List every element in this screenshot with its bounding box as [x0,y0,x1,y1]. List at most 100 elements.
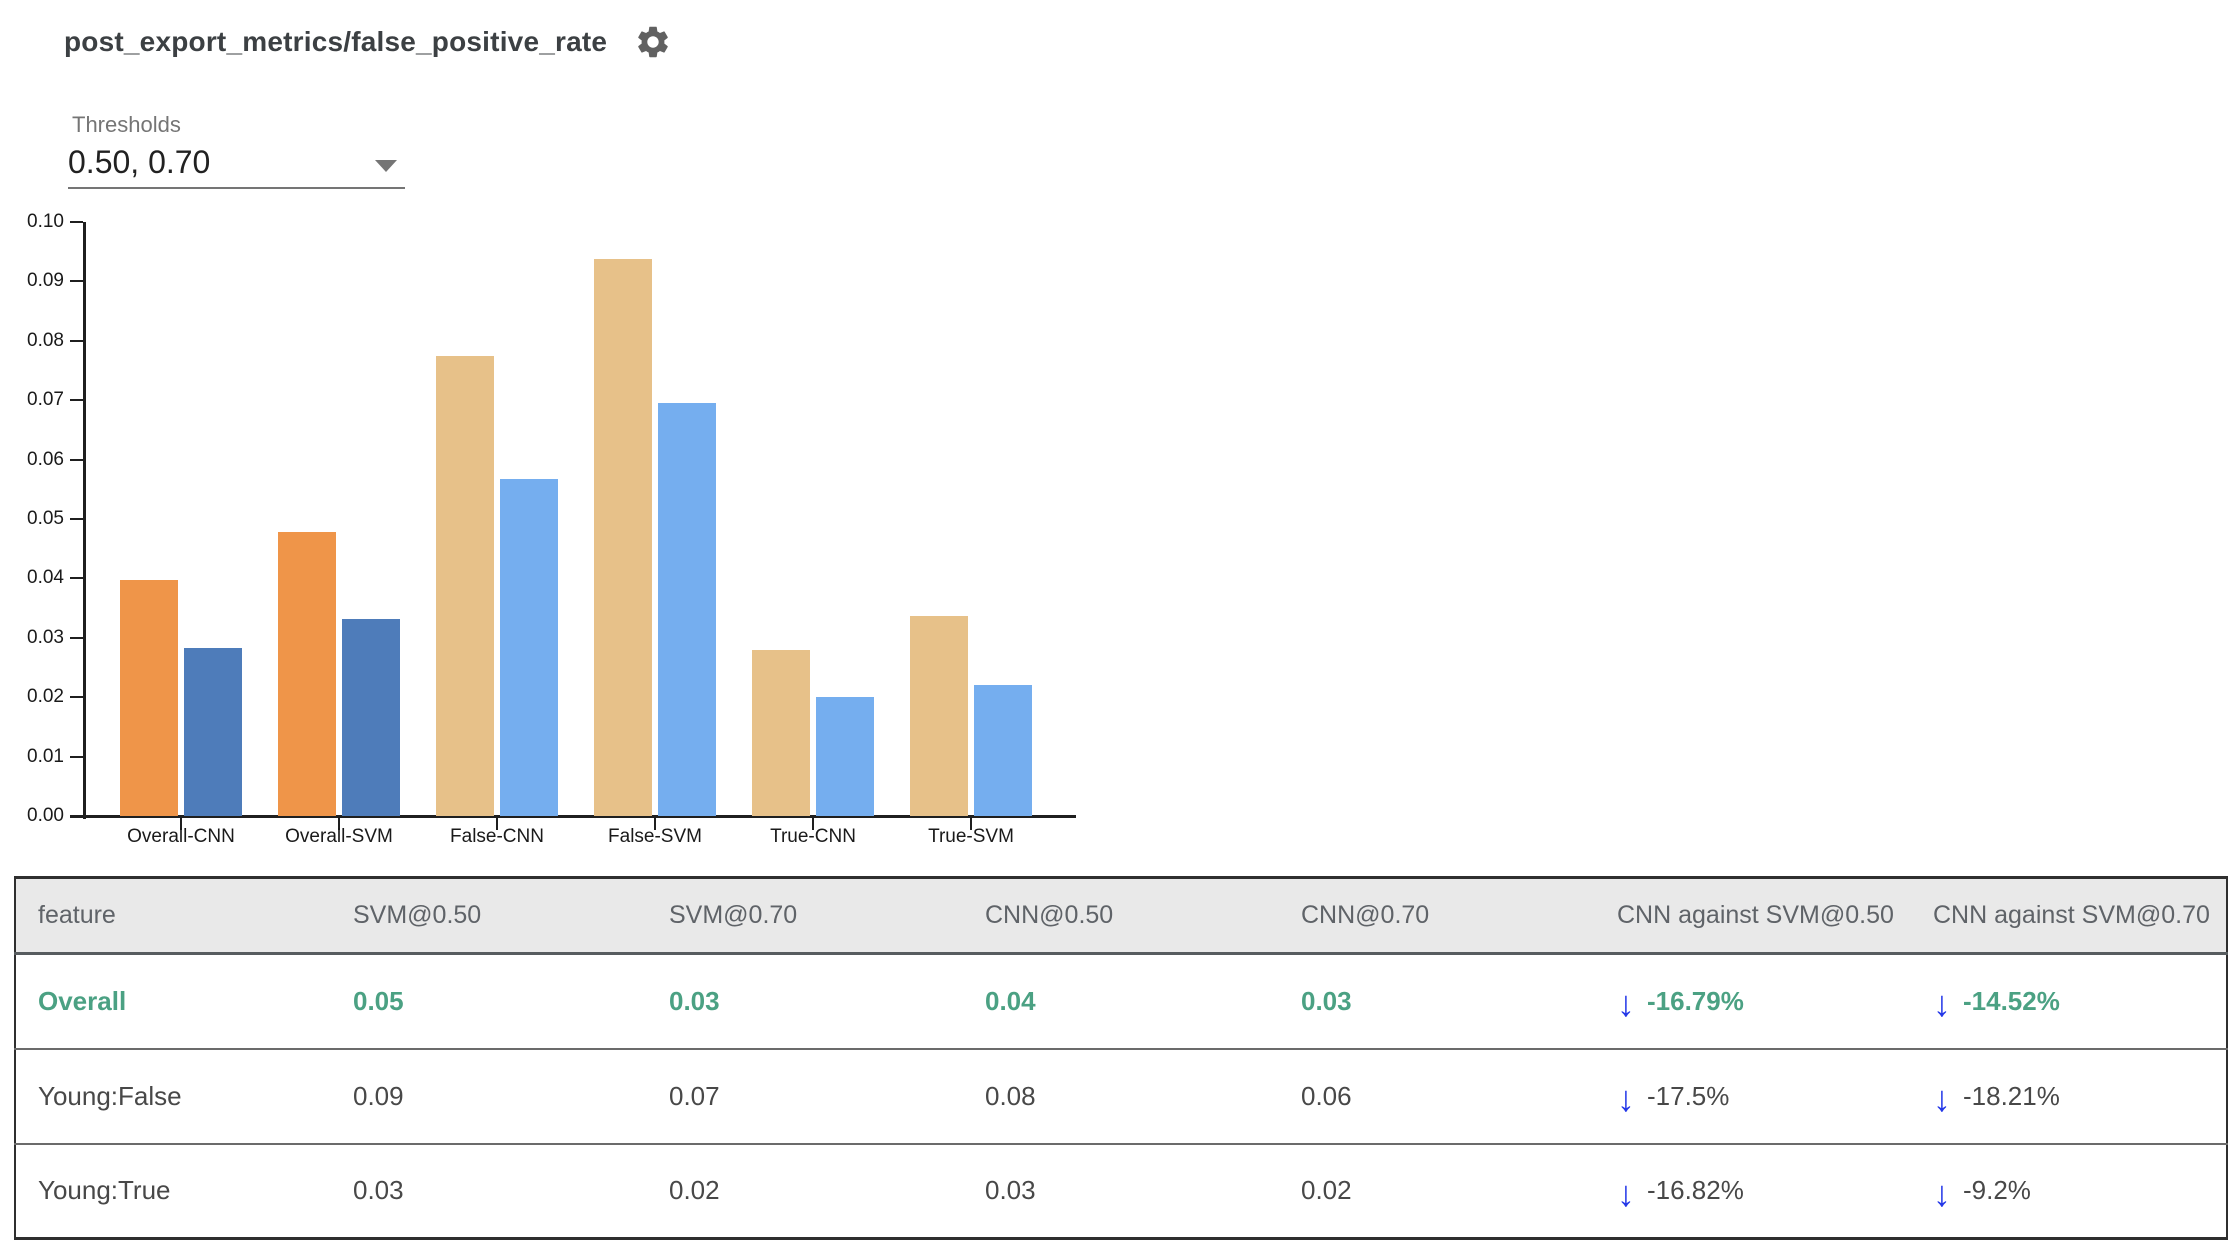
dropdown-underline [68,187,405,189]
x-axis-tick [970,818,972,830]
y-axis-tick [70,696,83,699]
x-axis-tick [654,818,656,830]
y-axis-tick [70,399,83,402]
feature-cell: Young:True [15,1142,331,1239]
y-axis-tick-label: 0.01 [27,745,64,767]
feature-cell: Overall [38,985,127,1016]
down-arrow-icon: ↓ [1617,1078,1635,1119]
value-cell: 0.03 [331,1142,647,1239]
y-axis-tick [70,339,83,342]
bar-True-SVM-0.70[interactable] [974,685,1032,816]
value-cell: 0.02 [647,1142,963,1239]
down-arrow-icon: ↓ [1617,983,1635,1025]
x-axis-tick-label: False-CNN [450,826,544,847]
table-row-young-true[interactable]: Young:True 0.03 0.02 0.03 0.02 ↓ -16.82% … [15,1142,2227,1239]
value-cell: 0.03 [1301,985,1352,1016]
x-axis-tick [180,818,182,830]
col-header-svm-050[interactable]: SVM@0.50 [331,877,647,955]
y-axis-tick-label: 0.04 [27,567,64,589]
bar-True-SVM-0.50[interactable] [910,616,968,816]
value-cell: 0.08 [963,1047,1279,1144]
bar-Overall-SVM-0.70[interactable] [342,619,400,816]
dropdown-arrow-icon [375,159,397,172]
value-cell: 0.02 [1279,1142,1595,1239]
delta-cell: ↓ -18.21% [1911,1047,2227,1144]
y-axis-tick [70,280,83,283]
y-axis-tick-label: 0.07 [27,389,64,411]
delta-cell: ↓ -14.52% [1911,954,2227,1049]
y-axis-tick-label: 0.03 [27,626,64,648]
y-axis-tick-label: 0.00 [27,805,64,826]
x-axis-line [70,815,1076,818]
y-axis-tick [70,458,83,461]
bar-Overall-SVM-0.50[interactable] [278,532,336,816]
y-axis-tick [70,815,83,817]
value-cell: 0.09 [331,1047,647,1144]
bar-chart: 0.00 0.01 0.02 0.03 0.04 0.05 0.06 0.07 0.08 0.09… [0,0,1100,880]
thresholds-value: 0.50, 0.70 [68,144,211,180]
delta-cell: ↓ -16.82% [1595,1142,1911,1239]
delta-cell: ↓ -16.79% [1595,954,1911,1049]
y-axis-tick-label: 0.09 [27,270,64,292]
thresholds-dropdown[interactable]: Thresholds 0.50, 0.70 [68,112,405,191]
thresholds-label: Thresholds [72,112,181,137]
value-cell: 0.04 [985,985,1036,1016]
y-axis-tick [70,221,83,223]
delta-value: -17.5% [1647,1080,1730,1111]
gear-icon [638,26,668,58]
x-axis-tick-label: True-CNN [770,826,856,847]
value-cell: 0.06 [1279,1047,1595,1144]
x-axis-tick-label: Overall-CNN [127,826,235,847]
col-header-cnn-050[interactable]: CNN@0.50 [963,877,1279,955]
down-arrow-icon: ↓ [1933,1078,1951,1119]
x-axis-tick-label: Overall-SVM [285,826,393,847]
bar-Overall-CNN-0.50[interactable] [120,580,178,816]
col-header-cnn-vs-svm-070[interactable]: CNN against SVM@0.70 [1911,877,2227,955]
col-header-cnn-vs-svm-050[interactable]: CNN against SVM@0.50 [1595,877,1911,955]
bar-Overall-CNN-0.70[interactable] [184,648,242,816]
x-axis-tick [496,818,498,830]
col-header-feature[interactable]: feature [15,877,331,955]
down-arrow-icon: ↓ [1933,983,1951,1025]
table-row-overall[interactable]: Overall 0.05 0.03 0.04 0.03 ↓ -16.79% ↓ -1… [15,954,2227,1049]
y-axis-tick [70,636,83,639]
y-axis-tick [70,577,83,580]
down-arrow-icon: ↓ [1617,1172,1635,1214]
page-title: post_export_metrics/false_positive_rate [64,26,608,57]
col-header-cnn-070[interactable]: CNN@0.70 [1279,877,1595,955]
value-cell: 0.03 [963,1142,1279,1239]
bar-False-SVM-0.70[interactable] [658,403,716,816]
col-header-svm-070[interactable]: SVM@0.70 [647,877,963,955]
value-cell: 0.07 [647,1047,963,1144]
down-arrow-icon: ↓ [1933,1172,1951,1214]
y-axis-tick-label: 0.10 [27,211,64,232]
y-axis-line [83,222,86,819]
bar-False-CNN-0.70[interactable] [500,479,558,816]
delta-cell: ↓ -9.2% [1911,1142,2227,1239]
x-axis-tick [812,818,814,830]
bar-True-CNN-0.70[interactable] [816,697,874,816]
x-axis-tick-label: False-SVM [608,826,702,847]
bar-True-CNN-0.50[interactable] [752,650,810,816]
y-axis-tick-label: 0.08 [27,329,64,351]
y-axis-tick-label: 0.06 [27,448,64,470]
value-cell: 0.03 [669,985,720,1016]
bar-False-CNN-0.50[interactable] [436,356,494,816]
x-axis-tick-label: True-SVM [928,826,1014,847]
delta-cell: ↓ -17.5% [1595,1047,1911,1144]
metrics-table: feature SVM@0.50 SVM@0.70 CNN@0.50 CNN@0… [14,876,2228,1240]
delta-value: -16.82% [1647,1175,1744,1206]
delta-value: -9.2% [1963,1175,2031,1206]
y-axis-tick [70,755,83,758]
card-header: post_export_metrics/false_positive_rate [64,22,673,62]
value-cell: 0.05 [353,985,404,1016]
y-axis-tick [70,518,83,520]
y-axis-tick-label: 0.05 [27,508,64,529]
delta-value: -18.21% [1963,1080,2060,1111]
feature-cell: Young:False [15,1047,331,1144]
table-row-young-false[interactable]: Young:False 0.09 0.07 0.08 0.06 ↓ -17.5% … [15,1047,2227,1144]
table-header-row: feature SVM@0.50 SVM@0.70 CNN@0.50 CNN@0… [15,877,2227,955]
settings-gear-icon[interactable] [633,22,673,62]
bar-False-SVM-0.50[interactable] [594,259,652,816]
